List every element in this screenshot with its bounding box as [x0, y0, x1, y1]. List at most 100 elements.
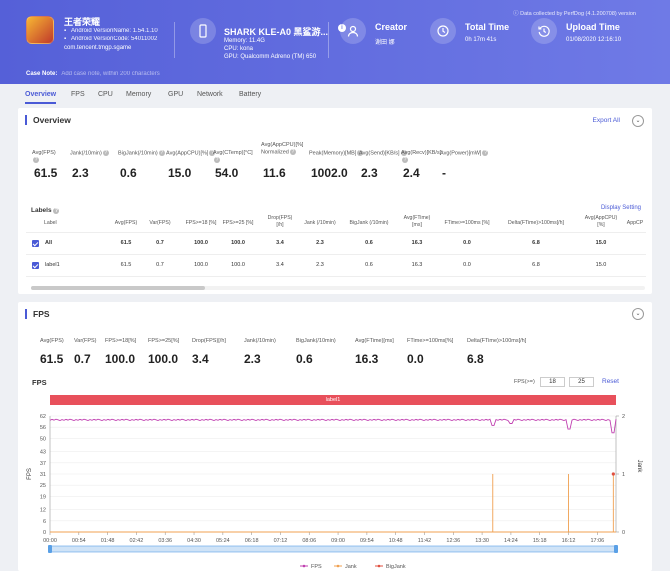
tab-overview[interactable]: Overview	[25, 91, 57, 104]
overview-metric-value: 0.6	[120, 166, 137, 180]
table-scrollbar[interactable]	[31, 286, 205, 290]
y-tick-label: 31	[40, 472, 46, 478]
table-cell: All	[45, 240, 53, 246]
fps-metric-label: FPS>=18[%]	[105, 338, 137, 344]
table-header-cell[interactable]: Avg(FTime) [ms]	[403, 215, 431, 228]
reset-button[interactable]: Reset	[602, 378, 619, 385]
version-name: Android VersionName: 1.54.1.10	[71, 28, 158, 34]
user-icon	[340, 18, 366, 44]
table-cell: 2.3	[316, 262, 324, 268]
tab-cpu[interactable]: CPU	[98, 91, 113, 98]
row-checkbox[interactable]	[32, 262, 39, 269]
overview-metric-label-text: Avg(Recv)[KB/s]	[401, 150, 442, 156]
fps-metric-value: 0.6	[296, 352, 313, 366]
table-cell: 0.6	[365, 240, 373, 246]
y-tick-label: 50	[40, 436, 46, 442]
fps-metric-label: Avg(FPS)	[40, 338, 64, 344]
export-all-link[interactable]: Export All	[592, 117, 620, 124]
fps-metric-value: 0.7	[74, 352, 91, 366]
x-tick-label: 00:00	[43, 538, 57, 544]
zoom-handle-left[interactable]	[48, 545, 52, 553]
table-header-cell[interactable]: Label	[44, 220, 57, 226]
case-note-bar[interactable]: Case Note: Add case note, within 200 char…	[18, 67, 652, 81]
table-header-cell[interactable]: Drop(FPS) [/h]	[267, 215, 293, 228]
total-time-value: 0h 17m 41s	[465, 37, 497, 43]
fps-threshold-label: FPS(>=)	[514, 379, 535, 385]
table-header-cell[interactable]: Delta(FTime)>100ms[/h]	[508, 220, 564, 226]
tab-fps[interactable]: FPS	[71, 91, 85, 98]
table-header-cell[interactable]: FPS>=18 [%]	[185, 220, 217, 226]
collapse-icon[interactable]: ⌄	[632, 308, 644, 320]
help-icon: ?	[400, 150, 407, 156]
fps-metric-label: Jank(/10min)	[244, 338, 276, 344]
help-icon: ?	[214, 157, 220, 163]
x-tick-label: 10:48	[389, 538, 403, 544]
overview-metric-value: 54.0	[215, 166, 239, 180]
app-name: 王者荣耀	[64, 17, 101, 27]
divider	[174, 22, 175, 58]
table-cell: label1	[45, 262, 60, 268]
overview-metric-label-text: Jank(/10min)	[70, 150, 102, 157]
x-tick-label: 14:24	[504, 538, 518, 544]
fps-metric-value: 6.8	[467, 352, 484, 366]
table-header-cell[interactable]: BigJank (/10min)	[349, 220, 389, 226]
zoom-slider-track[interactable]	[50, 546, 616, 552]
table-header-cell[interactable]: AppCP	[626, 220, 644, 226]
fps-metric-label: FTime>=100ms[%]	[407, 338, 454, 344]
tab-memory[interactable]: Memory	[126, 91, 152, 98]
fps-metric-label: FPS>=25[%]	[148, 338, 180, 344]
overview-title: Overview	[25, 115, 71, 125]
table-header-cell[interactable]: Var(FPS)	[149, 220, 171, 226]
row-checkbox[interactable]	[32, 240, 39, 247]
table-cell: 16.3	[411, 240, 423, 246]
table-header-cell[interactable]: FPS>=25 [%]	[222, 220, 254, 226]
tab-network[interactable]: Network	[197, 91, 223, 98]
version-code: Android VersionCode: 54011002	[71, 36, 158, 42]
collapse-icon[interactable]: ⌄	[632, 115, 644, 127]
fps-card: FPS ⌄ Avg(FPS) 61.5 Var(FPS) 0.7 FPS>=18[%] 1…	[18, 302, 652, 571]
overview-metric-label: Jank(/10min)?	[70, 150, 114, 157]
x-tick-label: 06:18	[245, 538, 259, 544]
table-header-cell[interactable]: FTime>=100ms [%]	[444, 220, 490, 226]
tab-battery[interactable]: Battery	[239, 91, 262, 98]
overview-metric-label: Avg(Send)[KB/s]?	[359, 150, 407, 157]
table-cell: 15.0	[595, 240, 607, 246]
overview-metric-label: Avg(Power)[mW]?	[440, 150, 496, 157]
display-setting-link[interactable]: Display Setting	[600, 205, 641, 211]
label1-bar[interactable]: label1	[50, 395, 616, 405]
fps-threshold-18-input[interactable]: 18	[540, 377, 565, 387]
help-icon: ?	[33, 157, 39, 163]
overview-metric-value: 2.3	[72, 166, 89, 180]
case-note-label: Case Note:	[26, 71, 58, 77]
table-scroll-track[interactable]	[31, 286, 645, 290]
overview-metric-value: 61.5	[34, 166, 58, 180]
overview-metric-label: Avg(AppCPU)[%] Normalized?	[261, 142, 317, 156]
y2-tick-label: 2	[622, 414, 625, 420]
legend-label: FPS	[311, 564, 322, 570]
bigjank-marker	[611, 472, 615, 476]
table-header-cell[interactable]: Jank (/10min)	[304, 220, 336, 226]
tab-gpu[interactable]: GPU	[168, 91, 184, 98]
table-header-cell[interactable]: Avg(FPS)	[114, 220, 138, 226]
overview-metric-label-text: Avg(CTemp)[°C]	[213, 150, 253, 156]
device-memory: Memory: 11.4G	[224, 38, 265, 44]
x-tick-label: 01:48	[101, 538, 115, 544]
overview-metric-label: Avg(FPS)?	[32, 150, 62, 164]
table-cell: 0.0	[463, 262, 471, 268]
case-note-input[interactable]: Add case note, within 200 characters	[61, 71, 160, 77]
y-tick-label: 6	[43, 519, 46, 525]
table-cell: 0.6	[365, 262, 373, 268]
collected-text: Data collected by PerfDog (4.1.200708) v…	[520, 11, 636, 17]
y-tick-label: 37	[40, 461, 46, 467]
fps-threshold-25-input[interactable]: 25	[569, 377, 594, 387]
overview-metric-label: Avg(AppCPU)[%]?	[166, 150, 216, 157]
table-cell: 6.8	[532, 262, 540, 268]
divider	[328, 22, 329, 58]
table-row-divider	[26, 254, 646, 255]
table-header-cell[interactable]: Avg(AppCPU) [%]	[584, 215, 618, 228]
info-icon[interactable]: i	[338, 24, 346, 32]
legend-label: Jank	[345, 564, 357, 570]
overview-metric-label-text: Avg(AppCPU)[%]	[166, 150, 209, 157]
zoom-handle-right[interactable]	[614, 545, 618, 553]
creator-label: Creator	[375, 22, 408, 32]
